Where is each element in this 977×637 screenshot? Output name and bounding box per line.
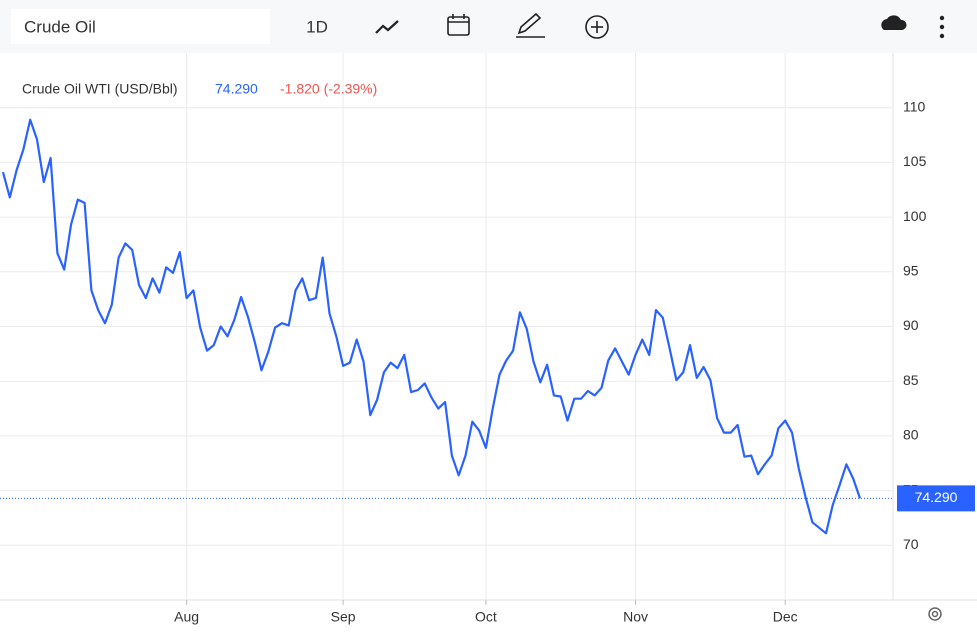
- add-icon[interactable]: [585, 15, 609, 39]
- symbol-text: Crude Oil: [24, 17, 96, 36]
- calendar-icon[interactable]: [447, 14, 470, 36]
- symbol-search[interactable]: [11, 9, 270, 44]
- y-tick-label: 105: [903, 153, 927, 169]
- y-tick-label: 80: [903, 427, 919, 443]
- x-tick-label: Sep: [331, 609, 356, 625]
- x-tick-label: Oct: [475, 609, 497, 625]
- y-tick-label: 110: [903, 98, 926, 114]
- draw-icon[interactable]: [516, 12, 545, 38]
- legend-change: -1.820 (-2.39%): [280, 81, 377, 97]
- y-tick-label: 95: [903, 263, 919, 279]
- x-tick-label: Dec: [773, 609, 798, 625]
- last-price-tag-label: 74.290: [915, 489, 958, 505]
- legend-title: Crude Oil WTI (USD/Bbl): [22, 81, 178, 97]
- y-tick-label: 100: [903, 208, 927, 224]
- interval-button[interactable]: 1D: [306, 17, 328, 36]
- chart-type-icon[interactable]: [375, 20, 399, 34]
- y-tick-label: 90: [903, 317, 919, 333]
- y-tick-label: 85: [903, 372, 919, 388]
- menu-icon[interactable]: [939, 15, 945, 39]
- x-tick-label: Nov: [623, 609, 648, 625]
- last-price-tag: [897, 485, 975, 512]
- price-line: [1, 118, 862, 535]
- legend-price: 74.290: [215, 81, 258, 97]
- y-tick-label: 70: [903, 536, 919, 552]
- x-tick-label: Aug: [174, 609, 199, 625]
- download-icon[interactable]: [881, 15, 907, 30]
- settings-icon[interactable]: [928, 607, 942, 621]
